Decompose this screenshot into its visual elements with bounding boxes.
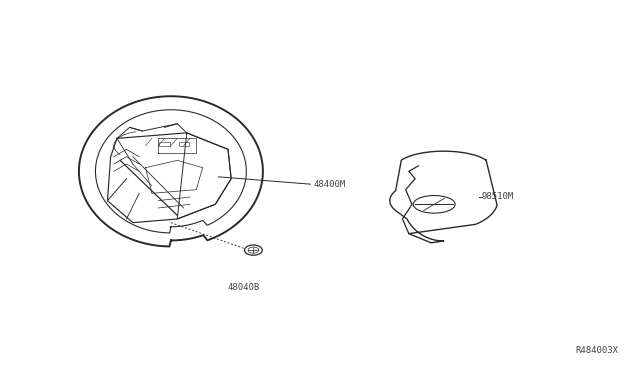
Text: 98510M: 98510M: [482, 192, 514, 202]
Text: 48400M: 48400M: [314, 180, 346, 189]
Text: 48040B: 48040B: [228, 283, 260, 292]
Text: R484003X: R484003X: [575, 346, 618, 355]
Bar: [159, 142, 170, 146]
Bar: [179, 142, 189, 146]
